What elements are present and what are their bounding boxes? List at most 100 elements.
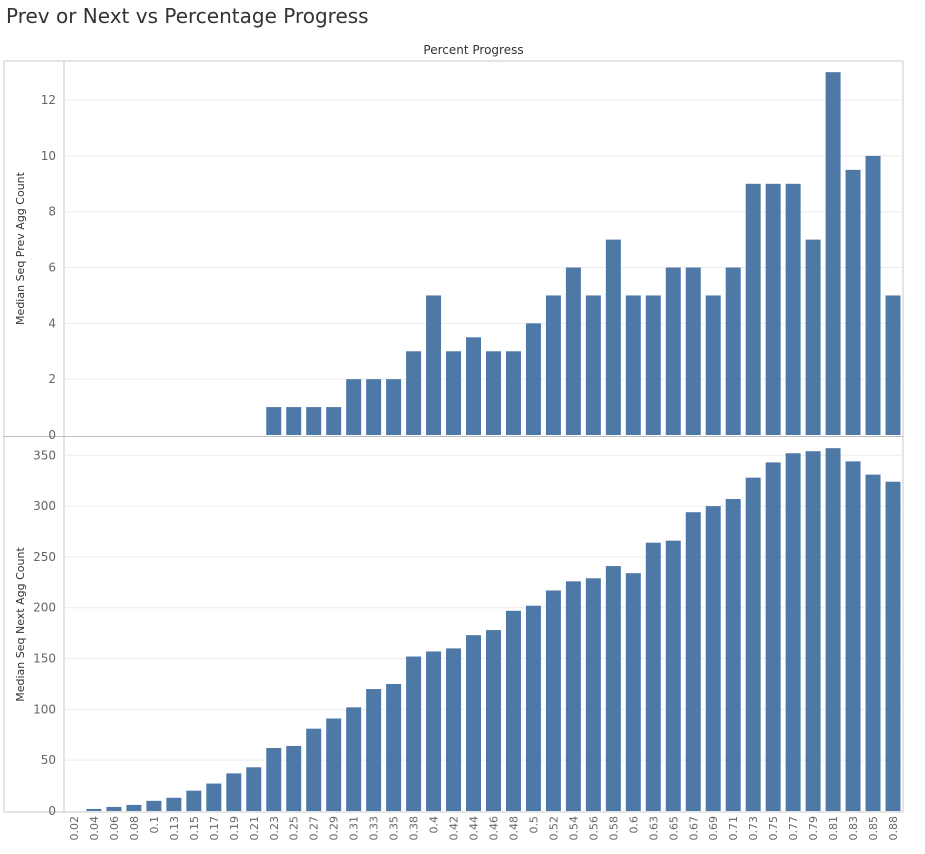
x-tick-label: 0.33 <box>368 816 381 841</box>
bar-next[interactable] <box>286 745 302 811</box>
bar-prev[interactable] <box>765 183 781 435</box>
bar-prev[interactable] <box>505 351 521 435</box>
bar-prev[interactable] <box>406 351 422 435</box>
bar-prev[interactable] <box>306 407 322 435</box>
bar-next[interactable] <box>645 542 661 811</box>
y-tick-label: 8 <box>48 205 56 219</box>
x-tick-label: 0.08 <box>128 816 141 841</box>
bar-next[interactable] <box>186 790 202 811</box>
x-tick-label: 0.13 <box>168 816 181 841</box>
bar-prev[interactable] <box>485 351 501 435</box>
bar-next[interactable] <box>605 566 621 811</box>
bar-next[interactable] <box>446 648 462 811</box>
x-tick-label: 0.21 <box>248 816 261 841</box>
bar-next[interactable] <box>845 461 861 811</box>
bar-prev[interactable] <box>785 183 801 435</box>
bar-prev[interactable] <box>426 295 442 435</box>
bar-prev[interactable] <box>525 323 541 435</box>
bar-prev[interactable] <box>825 72 841 435</box>
bar-next[interactable] <box>625 573 641 811</box>
x-tick-label: 0.46 <box>487 816 500 841</box>
column-header: Percent Progress <box>423 43 523 57</box>
x-tick-label: 0.75 <box>767 816 780 841</box>
bar-next[interactable] <box>705 506 721 811</box>
y-tick-label: 350 <box>33 448 56 462</box>
bar-prev[interactable] <box>585 295 601 435</box>
y-tick-label: 250 <box>33 550 56 564</box>
bar-prev[interactable] <box>745 183 761 435</box>
bar-next[interactable] <box>426 651 442 811</box>
bar-next[interactable] <box>685 512 701 811</box>
bar-prev[interactable] <box>865 155 881 436</box>
bar-next[interactable] <box>565 581 581 811</box>
x-tick-label: 0.83 <box>847 816 860 841</box>
bar-prev[interactable] <box>286 407 302 435</box>
x-tick-label: 0.06 <box>108 816 121 841</box>
bar-prev[interactable] <box>605 239 621 435</box>
bar-next[interactable] <box>366 689 382 811</box>
x-tick-label: 0.17 <box>208 816 221 841</box>
x-tick-label: 0.54 <box>567 816 580 841</box>
bar-prev[interactable] <box>466 337 482 435</box>
bar-next[interactable] <box>306 728 322 811</box>
x-tick-label: 0.56 <box>587 816 600 841</box>
bar-prev[interactable] <box>705 295 721 435</box>
bar-prev[interactable] <box>346 379 362 435</box>
bar-next[interactable] <box>665 540 681 811</box>
bar-next[interactable] <box>485 630 501 811</box>
bar-next[interactable] <box>885 481 901 811</box>
bar-next[interactable] <box>725 498 741 811</box>
bar-next[interactable] <box>266 747 282 811</box>
bar-next[interactable] <box>226 773 242 811</box>
bar-next[interactable] <box>765 462 781 811</box>
bar-next[interactable] <box>106 806 122 811</box>
bar-next[interactable] <box>326 718 342 811</box>
bar-next[interactable] <box>545 590 561 811</box>
bar-prev[interactable] <box>845 169 861 435</box>
bar-prev[interactable] <box>545 295 561 435</box>
bar-prev[interactable] <box>625 295 641 435</box>
x-tick-label: 0.04 <box>88 816 101 841</box>
bar-next[interactable] <box>585 578 601 811</box>
bar-next[interactable] <box>825 448 841 811</box>
bar-prev[interactable] <box>665 267 681 435</box>
bar-next[interactable] <box>246 767 262 811</box>
bar-prev[interactable] <box>366 379 382 435</box>
bar-prev[interactable] <box>266 407 282 435</box>
bar-prev[interactable] <box>885 295 901 435</box>
bar-prev[interactable] <box>725 267 741 435</box>
bar-next[interactable] <box>745 477 761 811</box>
x-tick-label: 0.88 <box>887 816 900 841</box>
bar-next[interactable] <box>346 707 362 811</box>
bar-prev[interactable] <box>326 407 342 435</box>
x-tick-label: 0.67 <box>687 816 700 841</box>
bar-prev[interactable] <box>685 267 701 435</box>
bar-next[interactable] <box>525 605 541 811</box>
bar-next[interactable] <box>146 800 162 811</box>
bar-next[interactable] <box>785 453 801 811</box>
y-tick-label: 50 <box>41 753 56 767</box>
bar-prev[interactable] <box>565 267 581 435</box>
x-tick-label: 0.15 <box>188 816 201 841</box>
y-axis-label: Median Seq Next Agg Count <box>14 547 27 702</box>
x-tick-label: 0.35 <box>388 816 401 841</box>
bar-next[interactable] <box>865 474 881 811</box>
x-tick-label: 0.65 <box>667 816 680 841</box>
x-tick-label: 0.02 <box>68 816 81 841</box>
bar-next[interactable] <box>166 797 182 811</box>
bar-next[interactable] <box>386 683 402 811</box>
bar-prev[interactable] <box>386 379 402 435</box>
bar-next[interactable] <box>86 808 102 811</box>
bar-prev[interactable] <box>645 295 661 435</box>
x-tick-label: 0.79 <box>807 816 820 841</box>
bar-next[interactable] <box>406 656 422 811</box>
bar-next[interactable] <box>126 804 142 811</box>
bar-next[interactable] <box>466 635 482 811</box>
bar-next[interactable] <box>805 451 821 811</box>
bar-prev[interactable] <box>446 351 462 435</box>
bar-prev[interactable] <box>805 239 821 435</box>
bar-next[interactable] <box>206 783 222 811</box>
x-tick-label: 0.42 <box>448 816 461 841</box>
bar-next[interactable] <box>505 610 521 811</box>
x-tick-label: 0.6 <box>627 816 640 834</box>
